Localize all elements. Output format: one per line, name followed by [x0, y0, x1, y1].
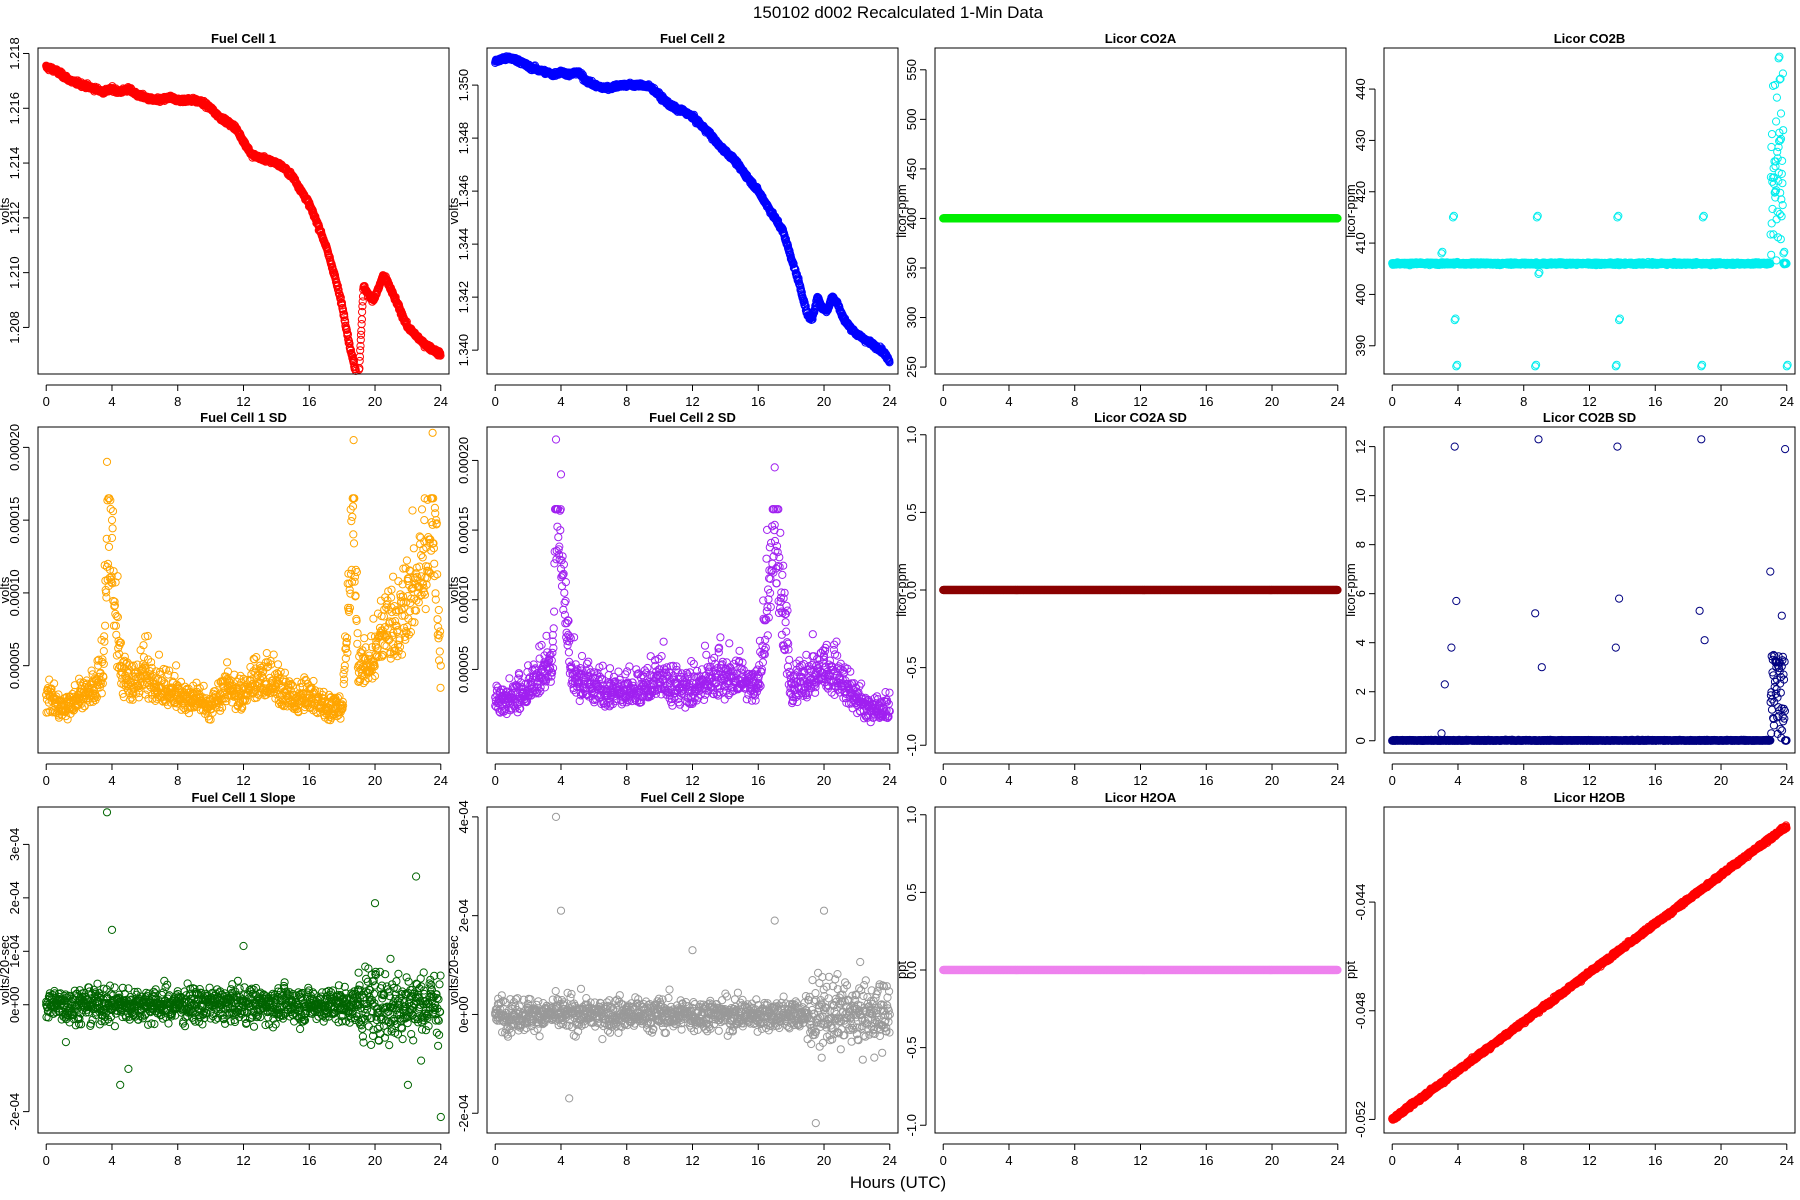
- panels-grid: Fuel Cell 1 0 4 8 12 16 20 24 1.208 1.210 1.212 1.2…: [0, 31, 1796, 1168]
- panel-fuel-cell-2-x-tick-label: 4: [557, 394, 564, 409]
- panel-fuel-cell-2-title: Fuel Cell 2: [660, 31, 725, 46]
- panel-licor-co2a-x-tick-label: 12: [1133, 394, 1147, 409]
- panel-fuel-cell-2-y-tick-label: 1.342: [456, 281, 471, 314]
- panel-fuel-cell-1-point: [357, 320, 366, 329]
- panel-licor-co2a-y-tick-label: 550: [904, 59, 919, 81]
- panel-fuel-cell-2-y-tick-label: 1.350: [456, 69, 471, 102]
- panel-licor-co2a-x-tick-label: 16: [1199, 394, 1213, 409]
- panel-fuel-cell-1-x-tick-label: 24: [434, 394, 448, 409]
- panel-fuel-cell-1-y-tick-label: 1.208: [7, 311, 22, 344]
- panel-fuel-cell-2-x-tick-label: 20: [817, 394, 831, 409]
- panel-fuel-cell-2: Fuel Cell 2 0 4 8 12 16 20 24 1.340 1.342 1.344 1.3…: [446, 31, 899, 409]
- panel-fuel-cell-1-point: [358, 302, 367, 311]
- panel-fuel-cell-1-point: [340, 312, 349, 322]
- panel-fuel-cell-1-point: [436, 351, 445, 360]
- panel-fuel-cell-1-x-tick-label: 12: [236, 394, 250, 409]
- panel-fuel-cell-2-points: [491, 52, 894, 367]
- panel-licor-co2a-x-tick-label: 20: [1265, 394, 1279, 409]
- panel-fuel-cell-1-points: [42, 61, 445, 375]
- panel-fuel-cell-1-point: [334, 285, 343, 294]
- panel-fuel-cell-2-x-tick-label: 0: [492, 394, 499, 409]
- panel-fuel-cell-1-point: [356, 330, 366, 339]
- panel-fuel-cell-1-x-tick-label: 8: [174, 394, 181, 409]
- panel-licor-co2a-x-tick-label: 24: [1331, 394, 1345, 409]
- panel-fuel-cell-1-point: [358, 307, 367, 317]
- panel-licor-co2a-points: [939, 214, 1342, 223]
- panel-fuel-cell-1-point: [358, 297, 367, 306]
- panel-licor-co2a-y-tick-label: 450: [904, 158, 919, 180]
- panel-fuel-cell-1-point: [355, 352, 364, 361]
- panel-fuel-cell-2-x-tick-label: 12: [685, 394, 699, 409]
- panel-fuel-cell-1-point: [356, 335, 365, 344]
- panel-licor-co2a-x-tick-label: 0: [940, 394, 947, 409]
- panel-fuel-cell-1-y-tick-label: 1.212: [7, 202, 22, 235]
- panel-licor-co2a-x-tick-label: 4: [1005, 394, 1012, 409]
- panel-licor-co2a-x-tick-label: 8: [1071, 394, 1078, 409]
- panel-fuel-cell-1-point: [355, 356, 364, 366]
- panel-fuel-cell-1-y-tick-label: 1.216: [7, 92, 22, 125]
- panel-licor-co2a-y-tick-label: 350: [904, 257, 919, 279]
- panel-fuel-cell-1-x-tick-label: 16: [302, 394, 316, 409]
- panel-fuel-cell-1-point: [346, 345, 355, 354]
- panel-licor-co2a-y-tick-label: 500: [904, 108, 919, 130]
- panel-fuel-cell-2-y-tick-label: 1.340: [456, 334, 471, 367]
- panel-licor-co2a-y-tick-label: 300: [904, 307, 919, 329]
- page-title: 150102 d002 Recalculated 1-Min Data: [753, 3, 1044, 22]
- panel-fuel-cell-1-y-axis-label: volts: [0, 197, 12, 224]
- panel-fuel-cell-1-frame: [37, 47, 450, 375]
- panel-fuel-cell-1-point: [338, 301, 347, 310]
- panel-fuel-cell-1-point: [342, 325, 351, 334]
- panel-fuel-cell-1-point: [357, 315, 366, 324]
- panel-fuel-cell-2-x-tick-label: 8: [623, 394, 630, 409]
- panel-fuel-cell-1-y-tick-label: 1.218: [7, 37, 22, 70]
- panel-fuel-cell-2-y-tick-label: 1.344: [456, 228, 471, 261]
- panel-fuel-cell-1-point: [356, 341, 365, 351]
- panel-fuel-cell-1-x-tick-label: 4: [108, 394, 115, 409]
- panel-fuel-cell-2-y-tick-label: 1.348: [456, 122, 471, 155]
- panel-fuel-cell-1: Fuel Cell 1 0 4 8 12 16 20 24 1.208 1.210 1.212 1.2…: [0, 31, 450, 409]
- panel-fuel-cell-1-title: Fuel Cell 1: [211, 31, 276, 46]
- panel-fuel-cell-2-x-tick-label: 24: [883, 394, 897, 409]
- panel-fuel-cell-1-x-tick-label: 20: [368, 394, 382, 409]
- panel-licor-co2a-frame: [934, 47, 1347, 375]
- panel-fuel-cell-1-point: [336, 293, 345, 302]
- panel-licor-co2a-title: Licor CO2A: [1105, 31, 1177, 46]
- panel-fuel-cell-1-point: [436, 349, 445, 358]
- panel-licor-co2a-y-tick-label: 250: [904, 356, 919, 378]
- panel-fuel-cell-1-point: [338, 305, 348, 314]
- panel-fuel-cell-2-frame: [486, 47, 899, 375]
- panel-licor-co2a-y-axis-label: licor-ppm: [894, 184, 909, 237]
- panel-fuel-cell-2-x-tick-label: 16: [751, 394, 765, 409]
- panel-fuel-cell-1-y-tick-label: 1.210: [7, 256, 22, 289]
- panel-fuel-cell-1-point: [356, 346, 365, 355]
- panel-licor-co2b-points: [1388, 52, 1792, 371]
- panel-licor-co2b-title: Licor CO2B: [1554, 31, 1626, 46]
- panel-fuel-cell-1-point: [340, 310, 349, 319]
- panel-fuel-cell-1-x-tick-label: 0: [43, 394, 50, 409]
- panel-fuel-cell-2-y-axis-label: volts: [446, 197, 461, 224]
- panel-fuel-cell-1-y-tick-label: 1.214: [7, 147, 22, 180]
